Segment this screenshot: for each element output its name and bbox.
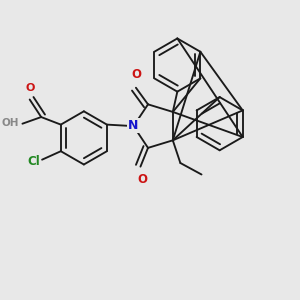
Text: O: O	[131, 68, 141, 81]
Text: N: N	[128, 119, 139, 132]
Text: O: O	[25, 83, 34, 93]
Text: O: O	[138, 173, 148, 186]
Text: OH: OH	[2, 118, 20, 128]
Text: Cl: Cl	[27, 155, 40, 168]
